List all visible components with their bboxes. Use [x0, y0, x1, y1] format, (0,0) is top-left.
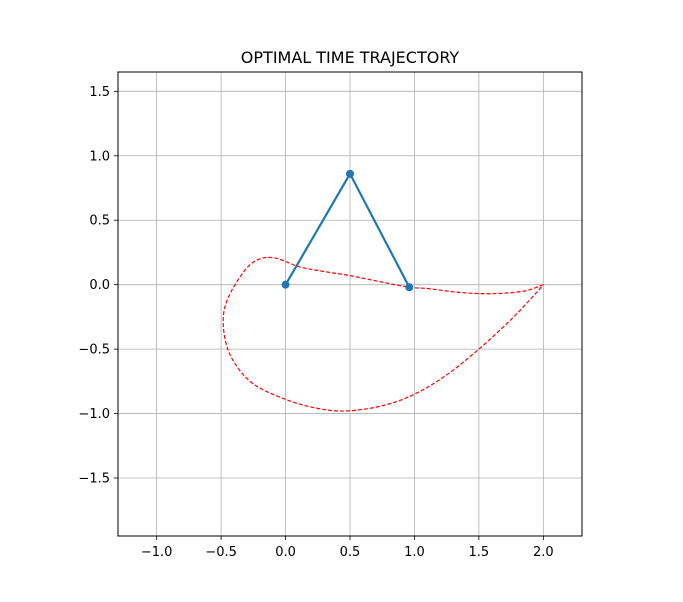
axes-frame: [117, 71, 583, 537]
arm-joint-marker: [405, 283, 414, 292]
x-tick-label: 1.5: [469, 545, 490, 560]
y-tick-label: 0.5: [89, 214, 110, 229]
x-tick-label: −0.5: [205, 545, 237, 560]
y-tick-label: −0.5: [78, 343, 110, 358]
arm-joint-marker: [346, 169, 354, 178]
y-tick-label: 0.0: [89, 278, 110, 293]
y-tick-label: 1.0: [89, 149, 110, 164]
grid-lines: [118, 72, 582, 536]
x-tick-label: −1.0: [141, 545, 173, 560]
y-tick-label: −1.5: [78, 472, 110, 487]
y-tick-label: 1.5: [89, 85, 110, 100]
x-tick-label: 1.0: [404, 545, 425, 560]
arm-joint-marker: [281, 280, 290, 289]
chart-title: OPTIMAL TIME TRAJECTORY: [241, 48, 460, 67]
y-tick-label: −1.0: [78, 407, 110, 422]
x-tick-label: 2.0: [533, 545, 554, 560]
trajectory-dashed-line: [222, 256, 544, 412]
x-tick-label: 0.0: [275, 545, 296, 560]
plot-area: [222, 169, 544, 412]
x-tick-label: 0.5: [340, 545, 361, 560]
axis-ticks: −1.0 −0.5 0.0 0.5 1.0 1.5 2.0 1.5 1.0 0.5 0.0 −0.5 −…: [78, 85, 553, 560]
